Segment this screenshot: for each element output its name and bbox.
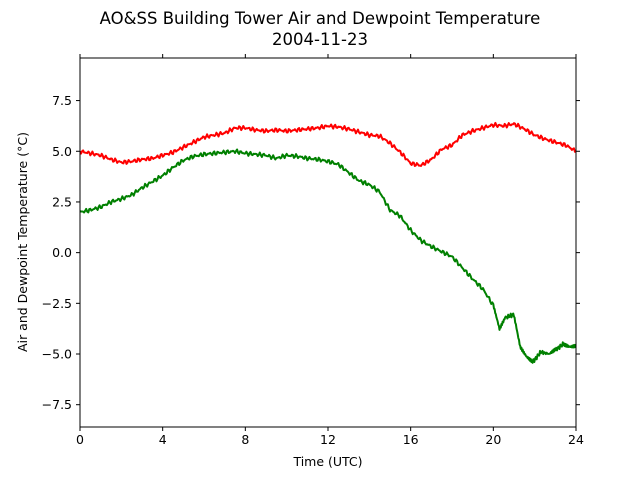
- y-tick-label: −2.5: [42, 296, 72, 311]
- chart-subtitle: 2004-11-23: [272, 30, 368, 49]
- x-tick-label: 4: [159, 432, 167, 447]
- y-tick-label: −5.0: [42, 347, 72, 362]
- chart-title: AO&SS Building Tower Air and Dewpoint Te…: [100, 9, 541, 28]
- dewpoint-temperature-line: [80, 148, 576, 364]
- axes-frame: [79, 57, 577, 428]
- x-axis: 0 4 8 12 16 20 24: [76, 54, 584, 447]
- x-tick-label: 20: [485, 432, 501, 447]
- x-tick-label: 0: [76, 432, 84, 447]
- air-temperature-line: [80, 121, 576, 167]
- y-tick-label: 7.5: [52, 93, 72, 108]
- y-tick-label: −7.5: [42, 397, 72, 412]
- plot-area: [79, 57, 577, 428]
- y-tick-label: 0.0: [52, 245, 72, 260]
- x-axis-label: Time (UTC): [292, 454, 362, 469]
- x-tick-label: 12: [320, 432, 336, 447]
- x-tick-label: 8: [241, 432, 249, 447]
- y-axis: 7.5 5.0 2.5 0.0 −2.5 −5.0 −7.5: [42, 93, 580, 412]
- y-axis-label: Air and Dewpoint Temperature (°C): [15, 132, 30, 352]
- y-tick-label: 5.0: [52, 144, 72, 159]
- x-tick-label: 24: [568, 432, 584, 447]
- x-tick-label: 16: [403, 432, 419, 447]
- y-tick-label: 2.5: [52, 194, 72, 209]
